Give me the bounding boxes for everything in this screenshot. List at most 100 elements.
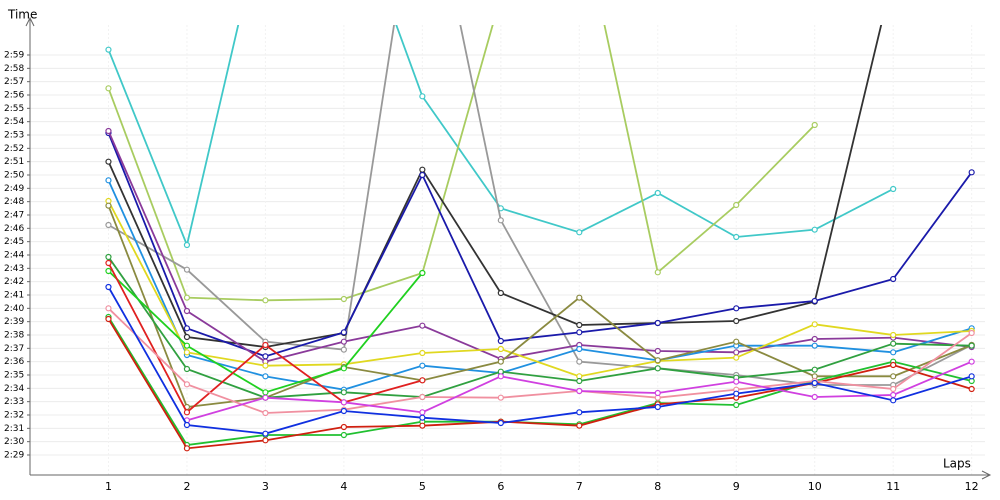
plot-area bbox=[105, 25, 975, 452]
y-tick-label: 2:52 bbox=[4, 144, 24, 154]
y-tick-label: 2:30 bbox=[4, 437, 24, 447]
x-tick-label: 1 bbox=[105, 480, 112, 493]
y-tick-label: 2:59 bbox=[4, 51, 24, 61]
point bbox=[733, 338, 740, 345]
point bbox=[890, 397, 897, 404]
x-tick-label: 6 bbox=[497, 480, 504, 493]
point bbox=[183, 307, 191, 315]
y-tick-label: 2:41 bbox=[4, 291, 24, 301]
point bbox=[183, 381, 191, 388]
y-arrow bbox=[25, 16, 35, 27]
point bbox=[968, 358, 975, 365]
point bbox=[419, 362, 426, 369]
y-tick-label: 2:42 bbox=[4, 277, 24, 287]
point bbox=[576, 377, 583, 385]
point bbox=[183, 333, 191, 341]
y-tick-label: 2:50 bbox=[4, 171, 24, 181]
point bbox=[105, 202, 112, 209]
point bbox=[968, 385, 975, 393]
point bbox=[654, 365, 661, 372]
x-tick-label: 8 bbox=[654, 480, 661, 493]
point bbox=[183, 445, 191, 452]
point bbox=[419, 377, 426, 384]
point bbox=[183, 266, 191, 273]
point bbox=[262, 341, 269, 349]
x-tick-label: 9 bbox=[733, 480, 740, 493]
point bbox=[497, 289, 504, 297]
point bbox=[890, 391, 897, 399]
y-tick-label: 2:32 bbox=[4, 411, 24, 421]
point bbox=[340, 365, 347, 372]
y-tick-label: 2:43 bbox=[4, 264, 24, 274]
point bbox=[576, 329, 583, 336]
point bbox=[105, 85, 112, 92]
point bbox=[576, 409, 583, 416]
point bbox=[890, 331, 897, 339]
point bbox=[262, 437, 269, 444]
point bbox=[890, 340, 897, 347]
point bbox=[654, 269, 661, 276]
point bbox=[419, 393, 426, 401]
point bbox=[183, 294, 191, 301]
point bbox=[811, 321, 818, 328]
point bbox=[262, 430, 269, 437]
point bbox=[497, 345, 504, 353]
point bbox=[654, 189, 661, 197]
series-line bbox=[107, 130, 972, 363]
y-tick-label: 2:40 bbox=[4, 304, 24, 314]
point bbox=[890, 349, 897, 356]
point bbox=[654, 389, 661, 397]
point bbox=[340, 329, 347, 336]
point bbox=[183, 421, 191, 429]
point bbox=[105, 127, 112, 135]
y-tick-label: 2:37 bbox=[4, 344, 24, 354]
point bbox=[340, 338, 347, 345]
y-tick-label: 2:35 bbox=[4, 371, 24, 381]
y-tick-label: 2:33 bbox=[4, 397, 24, 407]
y-tick-label: 2:56 bbox=[4, 91, 24, 101]
point bbox=[733, 401, 740, 409]
x-tick-label: 3 bbox=[262, 480, 269, 493]
point bbox=[576, 229, 583, 236]
point bbox=[576, 321, 583, 329]
point bbox=[105, 305, 112, 312]
point bbox=[183, 325, 191, 332]
y-tick-label: 2:49 bbox=[4, 184, 24, 194]
point bbox=[576, 294, 583, 301]
point bbox=[105, 221, 112, 229]
x-tick-label: 5 bbox=[419, 480, 426, 493]
series-line bbox=[107, 179, 972, 391]
point bbox=[183, 342, 191, 349]
x-tick-label: 4 bbox=[340, 480, 347, 493]
x-tick-label: 12 bbox=[965, 480, 979, 493]
point bbox=[419, 349, 426, 357]
point bbox=[968, 342, 975, 349]
x-tick-label: 7 bbox=[576, 480, 583, 493]
point bbox=[811, 393, 818, 401]
point bbox=[733, 233, 740, 241]
point bbox=[419, 93, 426, 100]
point bbox=[733, 201, 740, 209]
point bbox=[105, 46, 112, 53]
point bbox=[733, 305, 740, 312]
series-line bbox=[107, 286, 972, 435]
point bbox=[105, 253, 112, 261]
point bbox=[262, 297, 269, 304]
y-tick-label: 2:31 bbox=[4, 424, 24, 434]
point bbox=[262, 362, 269, 369]
point bbox=[811, 226, 818, 233]
point bbox=[733, 354, 740, 361]
y-tick-label: 2:57 bbox=[4, 77, 24, 87]
point bbox=[811, 379, 818, 387]
point bbox=[890, 185, 897, 193]
y-tick-label: 2:54 bbox=[4, 117, 24, 127]
point bbox=[497, 394, 504, 401]
point bbox=[105, 158, 112, 165]
y-tick-label: 2:38 bbox=[4, 331, 24, 341]
point bbox=[340, 431, 347, 439]
series-line bbox=[107, 318, 972, 450]
point bbox=[890, 275, 897, 283]
point bbox=[340, 295, 347, 303]
point bbox=[183, 349, 191, 356]
series-line bbox=[107, 25, 816, 302]
